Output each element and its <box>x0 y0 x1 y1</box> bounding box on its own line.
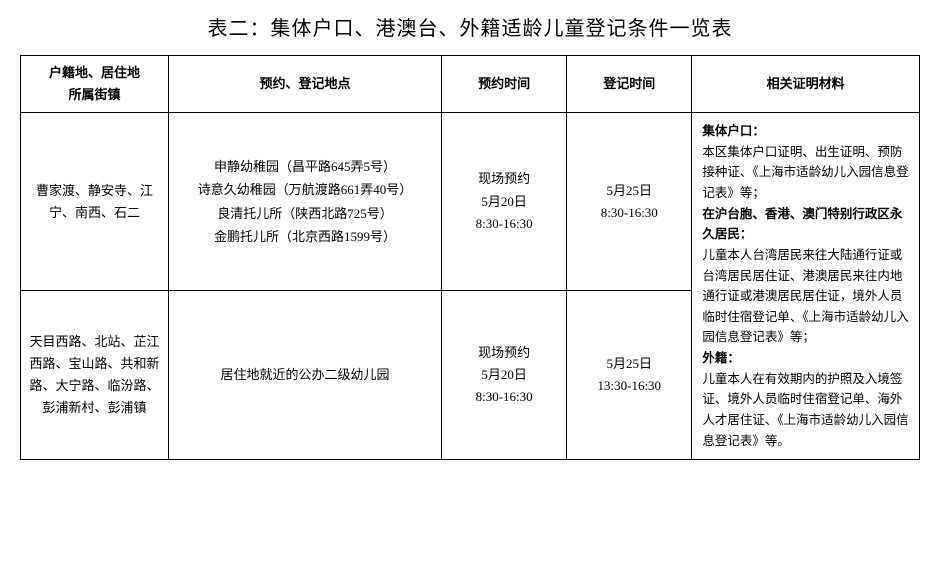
cell-register-2: 5月25日13:30-16:30 <box>567 291 692 460</box>
cell-location-1: 申静幼稚园（昌平路645弄5号）诗意久幼稚园（万航渡路661弄40号）良清托儿所… <box>168 113 441 291</box>
cell-street-2: 天目西路、北站、芷江西路、宝山路、共和新路、大宁路、临汾路、彭浦新村、彭浦镇 <box>21 291 169 460</box>
materials-text-3: 儿童本人在有效期内的护照及入境签证、境外人员临时住宿登记单、海外人才居住证、《上… <box>702 372 908 448</box>
header-register: 登记时间 <box>567 56 692 113</box>
cell-appointment-1: 现场预约5月20日8:30-16:30 <box>442 113 567 291</box>
cell-appointment-2: 现场预约5月20日8:30-16:30 <box>442 291 567 460</box>
cell-register-1: 5月25日8:30-16:30 <box>567 113 692 291</box>
materials-heading-2: 在沪台胞、香港、澳门特别行政区永久居民： <box>702 207 902 242</box>
materials-text-2: 儿童本人台湾居民来往大陆通行证或台湾居民居住证、港澳居民来往内地通行证或港澳居民… <box>702 248 908 345</box>
table-row: 曹家渡、静安寺、江宁、南西、石二 申静幼稚园（昌平路645弄5号）诗意久幼稚园（… <box>21 113 920 291</box>
cell-location-2: 居住地就近的公办二级幼儿园 <box>168 291 441 460</box>
materials-heading-1: 集体户口： <box>702 124 765 138</box>
header-street: 户籍地、居住地所属街镇 <box>21 56 169 113</box>
header-materials: 相关证明材料 <box>692 56 920 113</box>
materials-heading-3: 外籍： <box>702 351 740 365</box>
registration-table: 户籍地、居住地所属街镇 预约、登记地点 预约时间 登记时间 相关证明材料 曹家渡… <box>20 55 920 460</box>
table-title: 表二：集体户口、港澳台、外籍适龄儿童登记条件一览表 <box>20 12 920 41</box>
cell-materials: 集体户口： 本区集体户口证明、出生证明、预防接种证、《上海市适龄幼儿入园信息登记… <box>692 113 920 460</box>
cell-street-1: 曹家渡、静安寺、江宁、南西、石二 <box>21 113 169 291</box>
header-appointment: 预约时间 <box>442 56 567 113</box>
table-header-row: 户籍地、居住地所属街镇 预约、登记地点 预约时间 登记时间 相关证明材料 <box>21 56 920 113</box>
header-location: 预约、登记地点 <box>168 56 441 113</box>
materials-text-1: 本区集体户口证明、出生证明、预防接种证、《上海市适龄幼儿入园信息登记表》等； <box>702 145 908 200</box>
